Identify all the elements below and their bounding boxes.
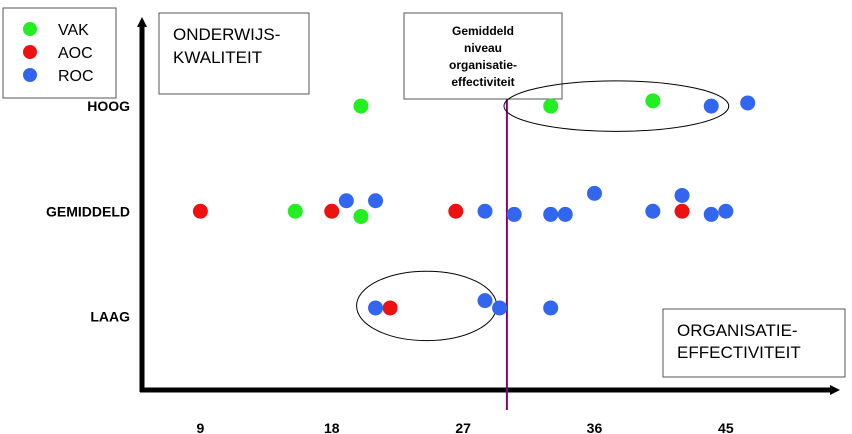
chart-title-line-2: KWALITEIT xyxy=(173,48,262,67)
point-aoc-2 xyxy=(324,203,340,219)
point-roc-12 xyxy=(703,206,719,222)
x-tick-label-45: 45 xyxy=(718,420,734,434)
point-roc-6 xyxy=(506,206,522,222)
point-roc-4 xyxy=(368,193,384,209)
point-vak-2 xyxy=(543,98,559,114)
point-vak-1 xyxy=(353,98,369,114)
reference-label-line-1: Gemiddeld xyxy=(452,24,514,38)
point-aoc-5 xyxy=(382,300,398,316)
y-tick-label-hoog: HOOG xyxy=(87,98,130,114)
point-vak-5 xyxy=(353,209,369,225)
legend-label-aoc: AOC xyxy=(58,45,93,62)
point-roc-10 xyxy=(645,203,661,219)
x-tick-label-36: 36 xyxy=(587,420,603,434)
point-roc-13 xyxy=(718,203,734,219)
x-axis-label-line-1: ORGANISATIE- xyxy=(677,321,798,340)
point-roc-8 xyxy=(557,206,573,222)
legend-label-vak: VAK xyxy=(58,22,89,39)
reference-label-line-2: niveau xyxy=(464,41,502,55)
point-roc-14 xyxy=(368,300,384,316)
legend: VAK AOC ROC xyxy=(2,7,117,99)
point-roc-2 xyxy=(740,95,756,111)
y-tick-label-laag: LAAG xyxy=(90,308,130,324)
y-tick-label-gemiddeld: GEMIDDELD xyxy=(46,203,130,219)
point-vak-4 xyxy=(287,203,303,219)
grouping-ellipse-1 xyxy=(503,80,730,132)
point-aoc-1 xyxy=(192,203,208,219)
reference-label-line-3: organisatie- xyxy=(449,58,517,72)
point-roc-7 xyxy=(543,206,559,222)
point-roc-1 xyxy=(703,98,719,114)
x-axis-label-box: ORGANISATIE- EFFECTIVITEIT xyxy=(662,308,846,378)
title-box: ONDERWIJS- KWALITEIT xyxy=(158,12,310,95)
reference-label-line-4: effectiviteit xyxy=(451,75,514,89)
x-tick-label-27: 27 xyxy=(455,420,471,434)
point-aoc-3 xyxy=(448,203,464,219)
x-tick-label-18: 18 xyxy=(324,420,340,434)
legend-label-roc: ROC xyxy=(58,68,94,85)
legend-marker-aoc xyxy=(23,45,37,59)
point-roc-15 xyxy=(477,293,493,309)
point-roc-5 xyxy=(477,203,493,219)
x-axis-label-line-2: EFFECTIVITEIT xyxy=(677,343,801,362)
x-tick-label-9: 9 xyxy=(196,420,204,434)
point-roc-16 xyxy=(492,300,508,316)
point-aoc-4 xyxy=(674,203,690,219)
legend-marker-roc xyxy=(23,68,37,82)
point-roc-17 xyxy=(543,300,559,316)
point-roc-3 xyxy=(338,193,354,209)
legend-marker-vak xyxy=(23,22,37,36)
reference-label-box: Gemiddeld niveau organisatie- effectivit… xyxy=(403,12,563,100)
chart-title-line-1: ONDERWIJS- xyxy=(173,25,280,44)
point-roc-11 xyxy=(674,187,690,203)
point-roc-9 xyxy=(586,185,602,201)
point-vak-3 xyxy=(645,93,661,109)
